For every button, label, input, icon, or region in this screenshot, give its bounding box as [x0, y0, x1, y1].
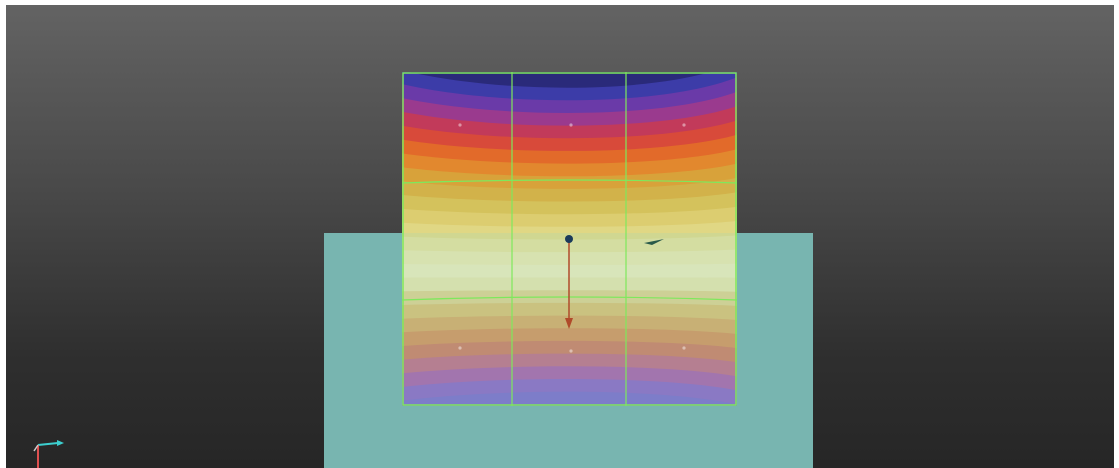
mesh-line: [402, 296, 737, 301]
3d-viewport[interactable]: [6, 5, 1114, 468]
mesh-node-marker: [569, 349, 573, 353]
mesh-node-marker: [569, 123, 573, 127]
mesh-node-marker: [682, 346, 686, 350]
contour-band: [402, 72, 737, 88]
mesh-node-marker: [458, 346, 462, 350]
axis-x-arrowhead: [57, 440, 64, 446]
axis-z-icon: [33, 444, 39, 452]
mesh-node-marker: [682, 123, 686, 127]
mesh-node-marker: [458, 123, 462, 127]
mesh-border: [402, 72, 737, 406]
contour-plate[interactable]: [402, 72, 737, 406]
mesh-grid: [402, 72, 737, 406]
stress-contour-plot: [402, 72, 737, 406]
axis-x-icon: [37, 442, 59, 446]
axis-triad[interactable]: [30, 437, 70, 468]
mesh-line: [402, 179, 737, 184]
